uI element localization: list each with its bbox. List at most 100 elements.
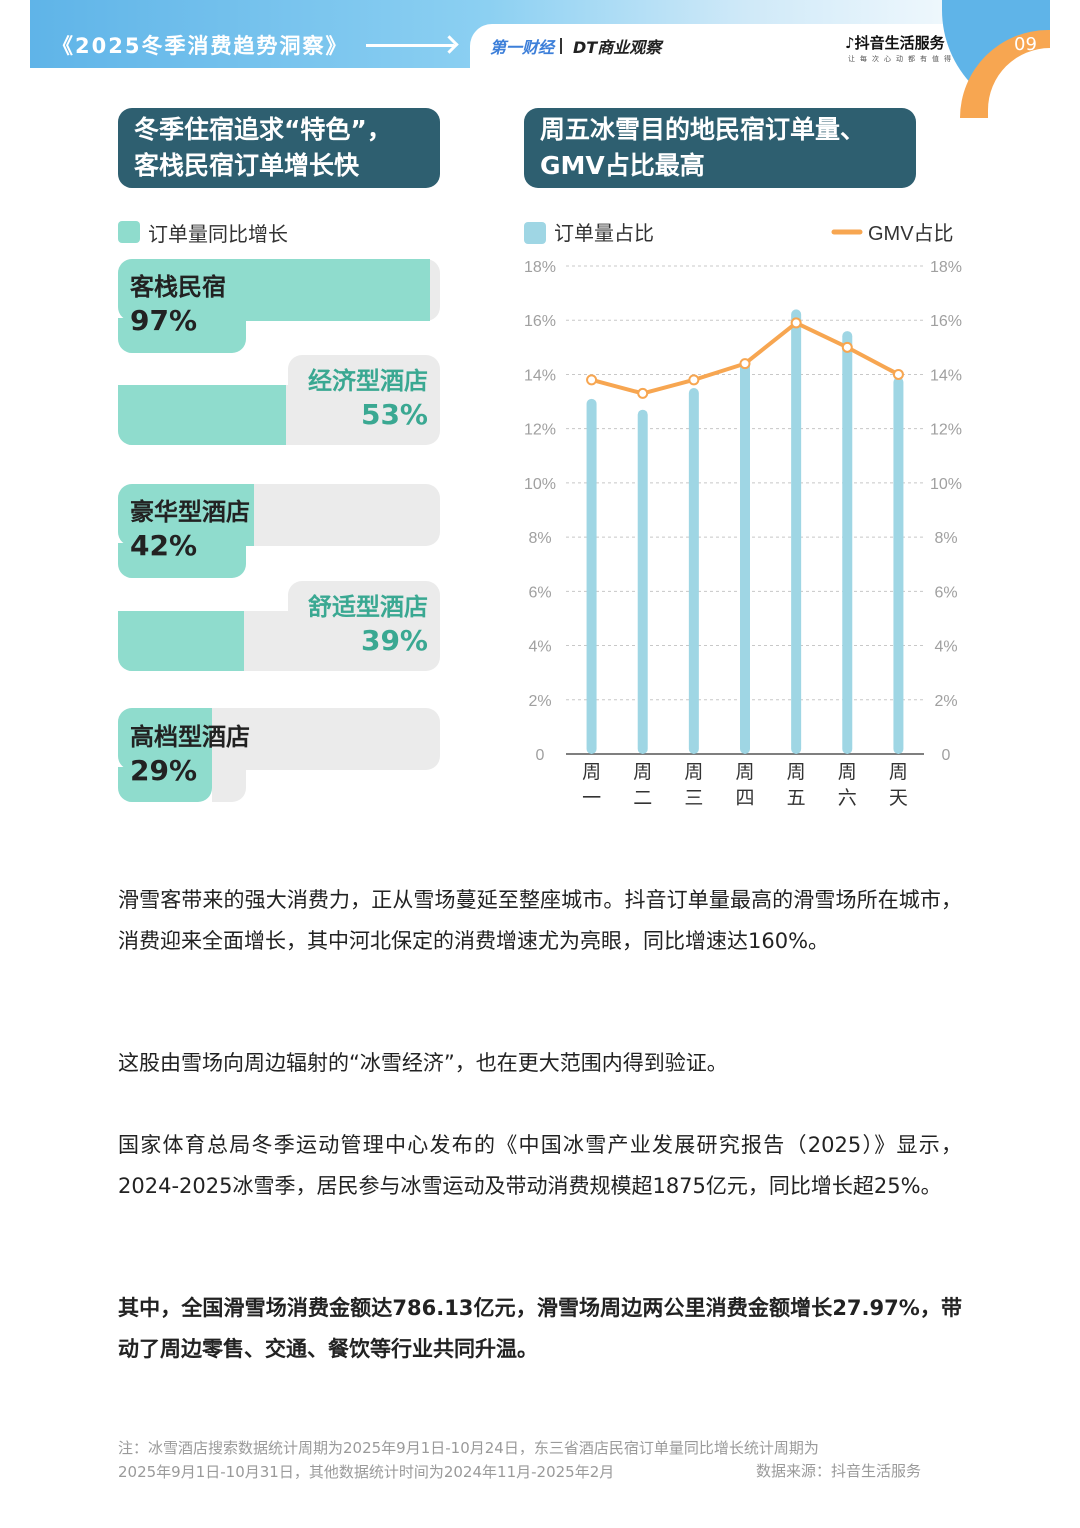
section-title-line: 客栈民宿订单增长快 xyxy=(134,151,360,180)
bar xyxy=(740,360,750,754)
gmv-point xyxy=(688,374,700,386)
x-tick-label: 二 xyxy=(633,787,652,809)
legend-label-bar: 订单量占比 xyxy=(554,221,654,245)
body-paragraph: 这股由雪场向周边辐射的“冰雪经济”，也在更大范围内得到验证。 xyxy=(118,1051,728,1075)
hotel-bar-track xyxy=(118,611,440,671)
hotel-bar-fill xyxy=(118,484,254,546)
douyin-slogan: 让每次心动都有值得 xyxy=(848,55,956,63)
x-tick-label: 周 xyxy=(684,761,703,783)
page-number: 09 xyxy=(1014,34,1037,55)
section-title-line: GMV占比最高 xyxy=(540,151,705,180)
hotel-bar-tab xyxy=(118,543,246,578)
y-tick-label-left: 4% xyxy=(528,639,551,656)
x-tick-label: 周 xyxy=(889,761,908,783)
hotel-type: 高档型酒店 xyxy=(130,723,250,751)
y-tick-label-left: 2% xyxy=(528,693,551,710)
hotel-bar-track xyxy=(118,259,440,321)
hotel-type: 舒适型酒店 xyxy=(308,593,428,621)
hotel-bar-track xyxy=(118,708,440,770)
gmv-point xyxy=(586,374,598,386)
body-paragraph: 国家体育总局冬季运动管理中心发布的《中国冰雪产业发展研究报告（2025）》显示，… xyxy=(118,1133,962,1198)
corner-decoration xyxy=(942,0,1050,118)
y-tick-label-right: 2% xyxy=(934,693,957,710)
y-tick-label-right: 0 xyxy=(942,747,951,764)
data-source: 数据来源：抖音生活服务 xyxy=(756,1462,922,1480)
footnote: 2025年9月1日-10月31日，其他数据统计时间为2024年11月-2025年… xyxy=(118,1463,615,1481)
hotel-percent: 53% xyxy=(360,398,428,431)
bar xyxy=(791,309,802,754)
hotel-bar-tab xyxy=(118,767,212,802)
y-tick-label-left: 16% xyxy=(524,313,556,330)
hotel-bar-fill xyxy=(118,708,212,770)
hotel-bar-track xyxy=(118,484,440,546)
hotel-percent: 29% xyxy=(130,754,198,787)
hotel-bar-fill xyxy=(118,385,286,445)
x-tick-label: 五 xyxy=(787,787,806,809)
y-tick-label-right: 16% xyxy=(930,313,962,330)
hotel-bar-fill xyxy=(118,259,430,321)
body-paragraph-emphasis: 其中，全国滑雪场消费金额达786.13亿元，滑雪场周边两公里消费金额增长27.9… xyxy=(118,1296,962,1361)
hotel-percent: 39% xyxy=(360,624,428,657)
hotel-bar-label: 豪华型酒店 42% xyxy=(130,495,250,563)
report-title: 《2025冬季消费趋势洞察》 xyxy=(52,34,349,58)
y-tick-label-left: 12% xyxy=(524,422,556,439)
arrow-right-icon xyxy=(366,44,454,47)
y-tick-label-left: 0 xyxy=(536,747,545,764)
bar xyxy=(688,388,699,754)
legend-label: 订单量同比增长 xyxy=(148,222,288,246)
footnote: 注：冰雪酒店搜索数据统计周期为2025年9月1日-10月24日，东三省酒店民宿订… xyxy=(118,1439,819,1457)
y-tick-label-left: 6% xyxy=(528,584,551,601)
hotel-type: 经济型酒店 xyxy=(308,367,428,395)
hotel-bar-fill xyxy=(118,611,244,671)
body-paragraph: 滑雪客带来的强大消费力，正从雪场蔓延至整座城市。抖音订单量最高的滑雪场所在城市，… xyxy=(118,888,962,953)
hotel-bar-track xyxy=(118,385,440,445)
y-tick-label-left: 18% xyxy=(524,259,556,276)
bar xyxy=(586,398,597,754)
y-tick-label-right: 6% xyxy=(934,584,957,601)
y-tick-label-right: 12% xyxy=(930,422,962,439)
douyin-logo: ♪抖音生活服务 xyxy=(845,34,945,52)
x-tick-label: 四 xyxy=(735,787,754,809)
legend-swatch-bar xyxy=(524,222,546,244)
gmv-point xyxy=(637,387,649,399)
bar xyxy=(637,409,648,754)
douyin-logo-text: 抖音生活服务 xyxy=(854,34,945,52)
hotel-bar-label: 经济型酒店 53% xyxy=(300,364,428,432)
hotel-bar-label: 客栈民宿 97% xyxy=(130,270,226,338)
x-tick-label: 周 xyxy=(787,761,806,783)
weekday-share-chart: 0 0 2% 2% 4% 4% 6% 6% 8% 8% 10% 10% 12% 12% 14% 14% 16% 1… xyxy=(524,221,962,809)
hotel-type: 客栈民宿 xyxy=(130,273,226,301)
bar xyxy=(893,377,904,754)
y-tick-label-left: 14% xyxy=(524,367,556,384)
y-tick-label-left: 8% xyxy=(528,530,551,547)
gmv-point xyxy=(841,341,853,353)
y-tick-label-right: 8% xyxy=(934,530,957,547)
x-tick-label: 周 xyxy=(735,761,754,783)
hotel-percent: 97% xyxy=(130,304,198,337)
yicai-logo: 第一财经 xyxy=(490,38,555,57)
x-tick-label: 一 xyxy=(582,787,601,809)
header-logo-area xyxy=(470,24,1030,68)
y-tick-label-right: 10% xyxy=(930,476,962,493)
hotel-bar-tab xyxy=(212,767,246,802)
logo-divider xyxy=(560,38,562,54)
section-title-weekday: 周五冰雪目的地民宿订单量、 GMV占比最高 xyxy=(524,108,916,188)
legend-swatch xyxy=(118,221,140,243)
bar xyxy=(842,331,853,754)
y-tick-label-right: 14% xyxy=(930,367,962,384)
x-tick-label: 六 xyxy=(838,787,857,809)
hotel-bar-label: 高档型酒店 29% xyxy=(130,720,250,788)
gmv-point xyxy=(790,317,802,329)
x-tick-label: 周 xyxy=(582,761,601,783)
x-tick-label: 周 xyxy=(838,761,857,783)
x-tick-label: 天 xyxy=(889,787,908,809)
hotel-type: 豪华型酒店 xyxy=(130,498,250,526)
gmv-point xyxy=(892,368,904,380)
hotel-percent: 42% xyxy=(130,529,198,562)
x-tick-label: 周 xyxy=(633,761,652,783)
gmv-point xyxy=(739,358,751,370)
y-tick-label-left: 10% xyxy=(524,476,556,493)
hotel-bar-tab xyxy=(118,318,246,353)
hotel-bar-label: 舒适型酒店 39% xyxy=(300,590,428,658)
section-title-line: 冬季住宿追求“特色”， xyxy=(134,115,392,144)
